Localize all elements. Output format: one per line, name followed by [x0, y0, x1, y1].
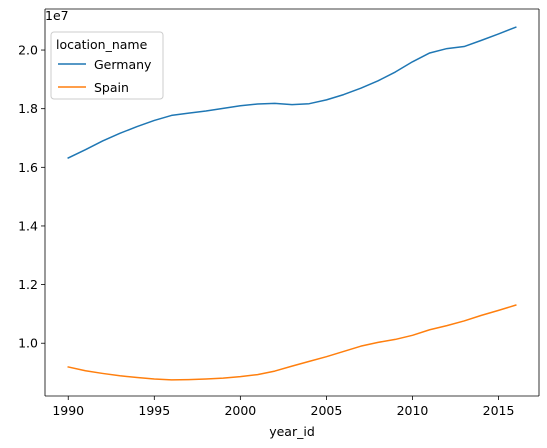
x-tick-label: 2015 [483, 403, 515, 418]
x-axis-label: year_id [269, 424, 315, 439]
series-line-spain [67, 304, 517, 381]
legend-title: location_name [56, 37, 148, 52]
legend-box [50, 31, 164, 100]
x-axis-ticks: 1990 1995 2000 2005 2010 2015 [52, 396, 514, 418]
plot-frame [44, 8, 540, 397]
y-tick-label: 1.2 [18, 277, 38, 292]
x-tick-label: 2005 [311, 403, 343, 418]
legend-label-spain: Spain [94, 80, 129, 95]
y-tick-label: 1.8 [18, 101, 38, 116]
y-tick-label: 1.4 [18, 218, 38, 233]
y-offset-text: 1e7 [45, 8, 69, 23]
series-layer [67, 26, 517, 381]
legend: location_name Germany Spain [50, 31, 164, 100]
legend-label-germany: Germany [94, 57, 152, 72]
y-tick-label: 1.0 [18, 336, 38, 351]
x-tick-label: 1995 [138, 403, 170, 418]
y-axis-ticks: 1.0 1.2 1.4 1.6 1.8 2.0 [18, 43, 45, 351]
x-tick-label: 1990 [52, 403, 84, 418]
series-line-germany [67, 26, 517, 159]
x-tick-label: 2000 [224, 403, 256, 418]
y-tick-label: 2.0 [18, 43, 38, 58]
x-tick-label: 2010 [397, 403, 429, 418]
y-tick-label: 1.6 [18, 160, 38, 175]
